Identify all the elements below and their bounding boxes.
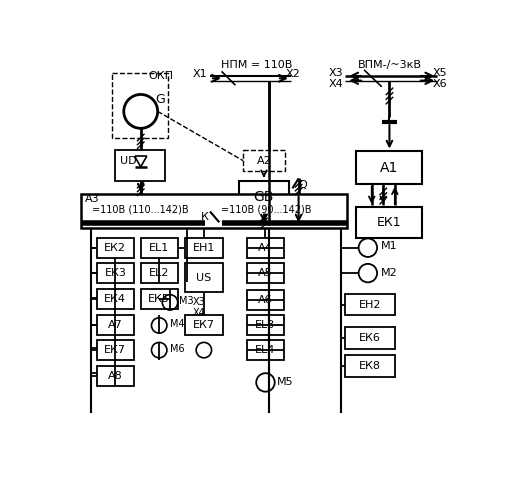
Bar bbox=[247, 340, 284, 360]
Bar bbox=[141, 238, 178, 258]
Text: ЕК7: ЕК7 bbox=[104, 345, 126, 355]
Text: X3: X3 bbox=[329, 68, 343, 78]
Text: M3: M3 bbox=[179, 296, 194, 306]
Bar bbox=[97, 315, 134, 336]
Text: ЕК7: ЕК7 bbox=[193, 320, 215, 331]
Text: EL4: EL4 bbox=[255, 345, 276, 355]
Bar bbox=[97, 340, 134, 360]
Text: EL3: EL3 bbox=[255, 320, 276, 331]
Text: ВПМ-/~3кВ: ВПМ-/~3кВ bbox=[357, 60, 421, 70]
Bar bbox=[247, 238, 284, 258]
Text: ЕН1: ЕН1 bbox=[193, 243, 215, 253]
Text: A5: A5 bbox=[258, 268, 273, 278]
Text: A8: A8 bbox=[108, 370, 122, 380]
Bar bbox=[345, 356, 395, 377]
Text: ЕК3: ЕК3 bbox=[104, 268, 126, 278]
Text: X4: X4 bbox=[329, 79, 343, 89]
Text: X3: X3 bbox=[192, 297, 205, 308]
Bar bbox=[141, 288, 178, 308]
Text: UD: UD bbox=[120, 155, 137, 166]
Bar bbox=[184, 315, 223, 336]
Bar bbox=[247, 290, 284, 310]
Bar bbox=[97, 288, 134, 308]
Text: M5: M5 bbox=[277, 377, 294, 387]
Text: ОКП: ОКП bbox=[148, 71, 173, 81]
Text: M1: M1 bbox=[381, 241, 398, 251]
Bar bbox=[82, 194, 347, 228]
Text: A4: A4 bbox=[258, 243, 273, 253]
Bar bbox=[356, 152, 422, 184]
Text: ЕК4: ЕК4 bbox=[104, 294, 126, 304]
Text: A6: A6 bbox=[258, 295, 273, 305]
Text: US: US bbox=[196, 273, 211, 283]
Bar bbox=[97, 263, 134, 283]
Text: А1: А1 bbox=[380, 160, 399, 175]
Bar bbox=[184, 238, 223, 258]
Text: ЕК1: ЕК1 bbox=[377, 216, 402, 229]
Text: A7: A7 bbox=[108, 320, 122, 331]
Text: ЕК2: ЕК2 bbox=[104, 243, 126, 253]
Text: X6: X6 bbox=[432, 79, 447, 89]
Bar bbox=[112, 73, 167, 138]
Bar bbox=[356, 207, 422, 238]
Polygon shape bbox=[135, 156, 147, 167]
Text: =110В (90...142)В: =110В (90...142)В bbox=[221, 205, 312, 215]
Text: X4: X4 bbox=[192, 308, 205, 318]
Bar bbox=[141, 263, 178, 283]
Bar bbox=[345, 327, 395, 348]
Text: A3: A3 bbox=[84, 194, 99, 204]
Text: ЕК8: ЕК8 bbox=[359, 361, 381, 371]
Text: =110В (110...142)В: =110В (110...142)В bbox=[92, 205, 189, 215]
Text: GB: GB bbox=[254, 190, 274, 204]
Text: ЕК6: ЕК6 bbox=[359, 333, 381, 343]
Text: К: К bbox=[201, 212, 209, 222]
Text: A2: A2 bbox=[257, 155, 271, 166]
Text: НПМ = 110В: НПМ = 110В bbox=[220, 60, 292, 70]
Text: G: G bbox=[155, 92, 165, 106]
Text: ЕК5: ЕК5 bbox=[148, 294, 170, 304]
Bar bbox=[97, 238, 134, 258]
Bar bbox=[116, 150, 165, 181]
Text: X1: X1 bbox=[193, 69, 208, 79]
Bar bbox=[97, 366, 134, 386]
Text: X5: X5 bbox=[432, 68, 447, 78]
Bar bbox=[247, 263, 284, 283]
Bar bbox=[243, 150, 286, 171]
Bar bbox=[238, 181, 288, 213]
Bar bbox=[345, 294, 395, 315]
Text: M2: M2 bbox=[381, 268, 398, 278]
Text: X2: X2 bbox=[286, 69, 301, 79]
Text: EL2: EL2 bbox=[149, 268, 170, 278]
Text: Q: Q bbox=[298, 180, 307, 189]
Bar bbox=[247, 315, 284, 336]
Text: M4: M4 bbox=[170, 319, 184, 329]
Bar bbox=[184, 263, 223, 292]
Text: ЕН2: ЕН2 bbox=[359, 300, 382, 309]
Text: EL1: EL1 bbox=[149, 243, 169, 253]
Text: M6: M6 bbox=[170, 344, 184, 354]
